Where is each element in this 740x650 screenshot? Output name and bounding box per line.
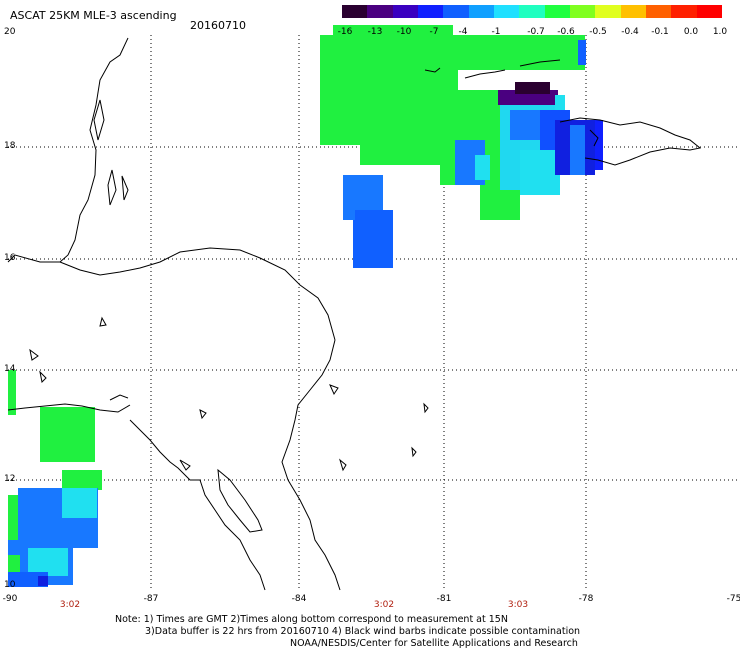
longitude-label: -75 bbox=[726, 594, 740, 604]
coastlines bbox=[7, 37, 702, 591]
color-scale-label: -0.1 bbox=[651, 27, 669, 37]
color-scale-label: -4 bbox=[458, 27, 468, 37]
longitude-label: -87 bbox=[143, 594, 159, 604]
color-scale-label: -0.7 bbox=[527, 27, 545, 37]
longitude-label: -90 bbox=[2, 594, 18, 604]
color-scale-cell bbox=[645, 5, 672, 18]
color-scale-cell bbox=[595, 5, 621, 18]
color-scale-cell bbox=[468, 5, 494, 18]
color-scale-cell bbox=[519, 5, 545, 18]
map-date: 20160710 bbox=[190, 19, 246, 32]
longitude-label: -78 bbox=[578, 594, 594, 604]
color-scale-cell bbox=[696, 5, 722, 18]
color-scale-label: -13 bbox=[367, 27, 383, 37]
color-scale-label: -1 bbox=[491, 27, 501, 37]
color-scale-label: -0.5 bbox=[589, 27, 607, 37]
color-scale-cell bbox=[671, 5, 697, 18]
latitude-label: 16 bbox=[4, 253, 16, 263]
color-scale-bar bbox=[342, 5, 722, 18]
color-scale-cell bbox=[342, 5, 368, 18]
color-scale-cell bbox=[493, 5, 520, 18]
longitude-label: -81 bbox=[436, 594, 452, 604]
color-scale-label: -7 bbox=[429, 27, 439, 37]
color-scale-label: 0.0 bbox=[683, 27, 699, 37]
color-scale-label: -0.4 bbox=[621, 27, 639, 37]
color-scale-cell bbox=[443, 5, 469, 18]
footer-note-line-1: Note: 1) Times are GMT 2)Times along bot… bbox=[115, 614, 508, 625]
color-scale-label: -10 bbox=[396, 27, 412, 37]
latitude-label: 14 bbox=[4, 364, 16, 374]
scatterometer-swath-central bbox=[343, 175, 393, 268]
latitude-label: 10 bbox=[4, 580, 16, 590]
time-label-1: 3:02 bbox=[59, 600, 81, 610]
color-scale-label: -16 bbox=[337, 27, 353, 37]
footer-note-line-2: 3)Data buffer is 22 hrs from 20160710 4)… bbox=[145, 626, 581, 637]
color-scale-cell bbox=[392, 5, 418, 18]
time-label-2: 3:02 bbox=[373, 600, 395, 610]
color-scale-cell bbox=[367, 5, 393, 18]
color-scale-label: -0.6 bbox=[557, 27, 575, 37]
color-scale-label: 1.0 bbox=[712, 27, 728, 37]
latitude-label: 20 bbox=[4, 27, 16, 37]
map-title: ASCAT 25KM MLE-3 ascending bbox=[10, 9, 177, 22]
color-scale-cell bbox=[417, 5, 444, 18]
color-scale-cell bbox=[620, 5, 646, 18]
color-scale-cell bbox=[544, 5, 570, 18]
scatterometer-swath-north bbox=[320, 25, 603, 220]
latitude-label: 18 bbox=[4, 141, 16, 151]
time-label-3: 3:03 bbox=[507, 600, 529, 610]
scatterometer-swath-southwest bbox=[8, 370, 102, 587]
footer-credit: NOAA/NESDIS/Center for Satellite Applica… bbox=[290, 638, 578, 649]
latitude-label: 12 bbox=[4, 474, 16, 484]
longitude-label: -84 bbox=[291, 594, 307, 604]
color-scale-cell bbox=[569, 5, 596, 18]
